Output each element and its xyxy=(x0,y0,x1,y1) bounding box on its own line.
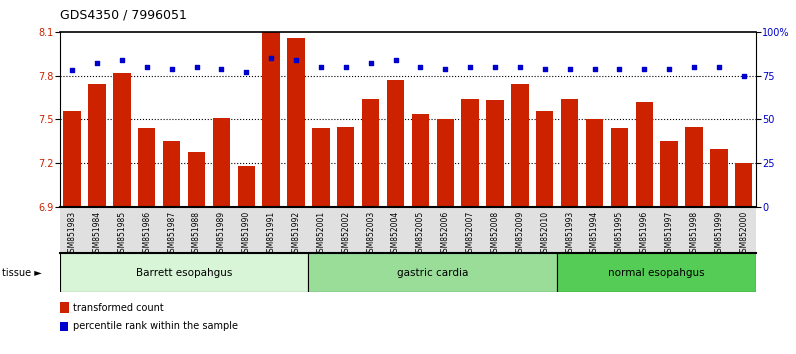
Point xyxy=(389,57,402,63)
Point xyxy=(314,64,327,70)
Text: GSM851993: GSM851993 xyxy=(565,211,574,257)
Point xyxy=(166,66,178,72)
Text: GSM852005: GSM852005 xyxy=(416,211,425,257)
Text: GSM852001: GSM852001 xyxy=(316,211,326,257)
Text: GSM852007: GSM852007 xyxy=(466,211,474,257)
Text: GSM851991: GSM851991 xyxy=(267,211,275,257)
Point xyxy=(712,64,725,70)
Point xyxy=(215,66,228,72)
Bar xyxy=(557,253,756,292)
Point xyxy=(489,64,501,70)
Bar xyxy=(536,111,553,207)
Text: GSM851998: GSM851998 xyxy=(689,211,699,257)
Bar xyxy=(312,128,330,207)
Bar xyxy=(710,149,728,207)
Point xyxy=(265,55,278,61)
Point xyxy=(688,64,700,70)
Bar xyxy=(436,120,454,207)
Point xyxy=(564,66,576,72)
Text: percentile rank within the sample: percentile rank within the sample xyxy=(73,321,238,331)
Bar xyxy=(462,99,479,207)
Bar xyxy=(635,102,653,207)
Text: GSM851985: GSM851985 xyxy=(117,211,127,257)
Point xyxy=(365,61,377,66)
Point xyxy=(439,66,451,72)
Bar xyxy=(685,127,703,207)
Text: GSM852008: GSM852008 xyxy=(490,211,500,257)
Text: GSM852003: GSM852003 xyxy=(366,211,375,257)
Bar xyxy=(88,85,106,207)
Text: GSM851992: GSM851992 xyxy=(291,211,301,257)
Point xyxy=(190,64,203,70)
Bar xyxy=(486,101,504,207)
Point xyxy=(140,64,153,70)
Point xyxy=(66,68,79,73)
Point xyxy=(638,66,650,72)
Text: GSM851995: GSM851995 xyxy=(615,211,624,257)
Text: GSM852006: GSM852006 xyxy=(441,211,450,257)
Bar xyxy=(287,38,305,207)
Point xyxy=(538,66,551,72)
Bar xyxy=(237,166,255,207)
Bar xyxy=(308,253,557,292)
Bar xyxy=(387,80,404,207)
Text: GSM852009: GSM852009 xyxy=(515,211,525,257)
Bar xyxy=(60,253,308,292)
Bar xyxy=(561,99,579,207)
Bar xyxy=(263,32,280,207)
Bar xyxy=(113,73,131,207)
Bar xyxy=(362,99,380,207)
Text: GSM852000: GSM852000 xyxy=(739,211,748,257)
Text: GSM851987: GSM851987 xyxy=(167,211,176,257)
Point xyxy=(588,66,601,72)
Point xyxy=(115,57,128,63)
Point xyxy=(737,73,750,79)
Point xyxy=(513,64,526,70)
Text: GSM852004: GSM852004 xyxy=(391,211,400,257)
Text: GSM852010: GSM852010 xyxy=(540,211,549,257)
Text: Barrett esopahgus: Barrett esopahgus xyxy=(136,268,232,278)
Text: GSM851990: GSM851990 xyxy=(242,211,251,257)
Bar xyxy=(138,128,155,207)
Text: transformed count: transformed count xyxy=(73,303,164,313)
Bar xyxy=(611,128,628,207)
Point xyxy=(91,61,103,66)
Point xyxy=(464,64,477,70)
Bar xyxy=(412,114,429,207)
Point xyxy=(290,57,302,63)
Text: GSM851996: GSM851996 xyxy=(640,211,649,257)
Text: GSM851988: GSM851988 xyxy=(192,211,201,257)
Point xyxy=(613,66,626,72)
Point xyxy=(414,64,427,70)
Text: GSM851994: GSM851994 xyxy=(590,211,599,257)
Text: GSM851989: GSM851989 xyxy=(217,211,226,257)
Text: normal esopahgus: normal esopahgus xyxy=(608,268,705,278)
Text: GSM852002: GSM852002 xyxy=(341,211,350,257)
Bar xyxy=(64,111,81,207)
Bar xyxy=(188,152,205,207)
Bar xyxy=(213,118,230,207)
Bar xyxy=(337,127,354,207)
Point xyxy=(663,66,676,72)
Bar xyxy=(163,141,181,207)
Bar xyxy=(511,85,529,207)
Bar xyxy=(586,120,603,207)
Text: GSM851986: GSM851986 xyxy=(142,211,151,257)
Text: GSM851999: GSM851999 xyxy=(714,211,724,257)
Text: GSM851997: GSM851997 xyxy=(665,211,673,257)
Text: gastric cardia: gastric cardia xyxy=(397,268,469,278)
Text: GSM851983: GSM851983 xyxy=(68,211,76,257)
Bar xyxy=(735,163,752,207)
Text: GSM851984: GSM851984 xyxy=(92,211,102,257)
Point xyxy=(240,69,252,75)
Point xyxy=(339,64,352,70)
Text: tissue ►: tissue ► xyxy=(2,268,42,278)
Text: GDS4350 / 7996051: GDS4350 / 7996051 xyxy=(60,9,186,22)
Bar xyxy=(661,141,678,207)
